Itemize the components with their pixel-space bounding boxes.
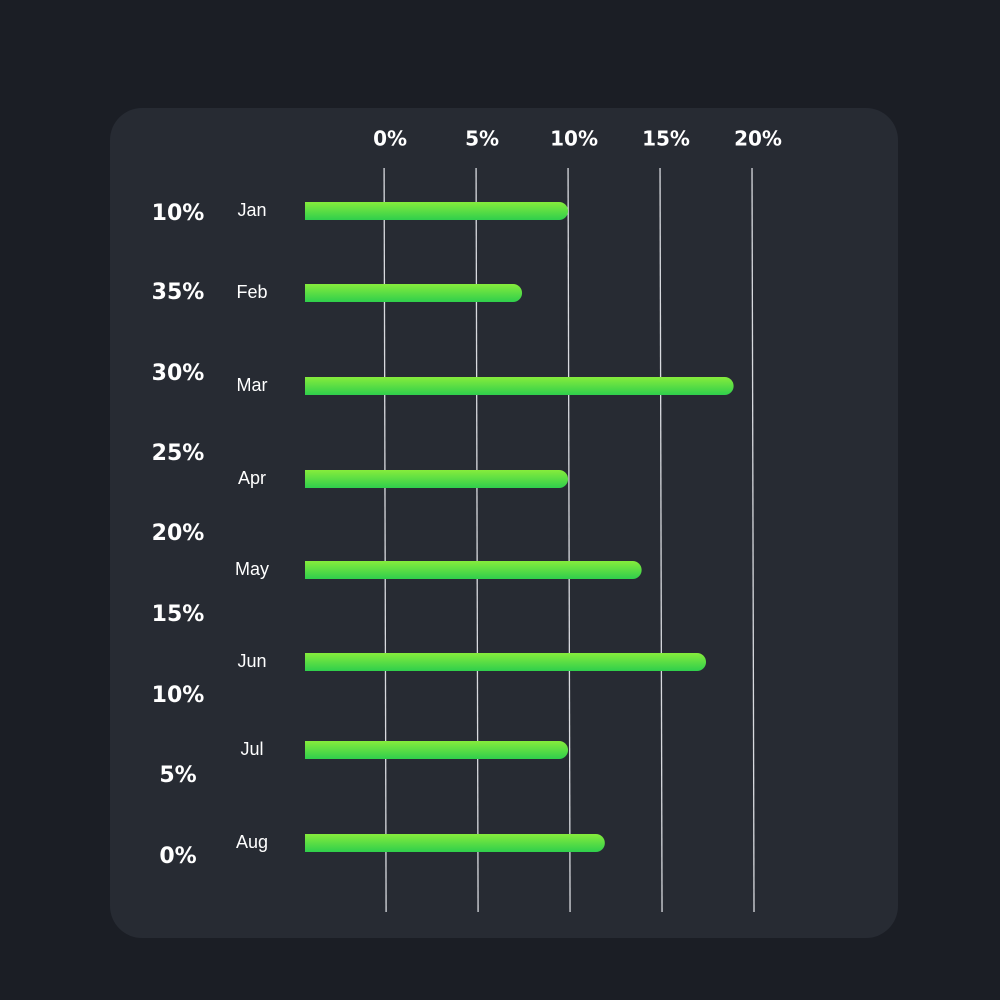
x-tick-label: 10% bbox=[550, 127, 598, 151]
bar bbox=[305, 284, 523, 302]
bar bbox=[305, 741, 569, 759]
grid-line bbox=[751, 167, 755, 913]
x-tick-label: 20% bbox=[734, 127, 782, 151]
category-label: Aug bbox=[236, 832, 268, 852]
side-label: 10% bbox=[152, 201, 205, 226]
category-label: Feb bbox=[236, 282, 267, 302]
x-tick-label: 15% bbox=[642, 127, 690, 151]
category-label: Jul bbox=[240, 739, 263, 759]
category-label: Mar bbox=[237, 375, 268, 395]
bar bbox=[305, 561, 642, 579]
bar bbox=[305, 834, 605, 852]
side-label: 30% bbox=[152, 361, 205, 386]
x-tick-label: 0% bbox=[373, 127, 407, 151]
category-label: May bbox=[235, 559, 269, 579]
side-label: 5% bbox=[159, 763, 196, 788]
side-label: 35% bbox=[152, 280, 205, 305]
category-label: Apr bbox=[238, 468, 266, 488]
bar bbox=[305, 202, 569, 220]
grid-line bbox=[659, 167, 663, 913]
side-label: 0% bbox=[159, 844, 196, 869]
bar bbox=[305, 653, 707, 671]
bar bbox=[305, 470, 569, 488]
card bbox=[110, 108, 898, 938]
side-label: 15% bbox=[152, 602, 205, 627]
category-label: Jun bbox=[237, 651, 266, 671]
x-tick-label: 5% bbox=[465, 127, 499, 151]
side-label: 10% bbox=[152, 683, 205, 708]
bar bbox=[305, 377, 734, 395]
grid-line bbox=[567, 167, 571, 913]
side-label: 20% bbox=[152, 521, 205, 546]
side-label: 25% bbox=[152, 441, 205, 466]
category-label: Jan bbox=[237, 200, 266, 220]
